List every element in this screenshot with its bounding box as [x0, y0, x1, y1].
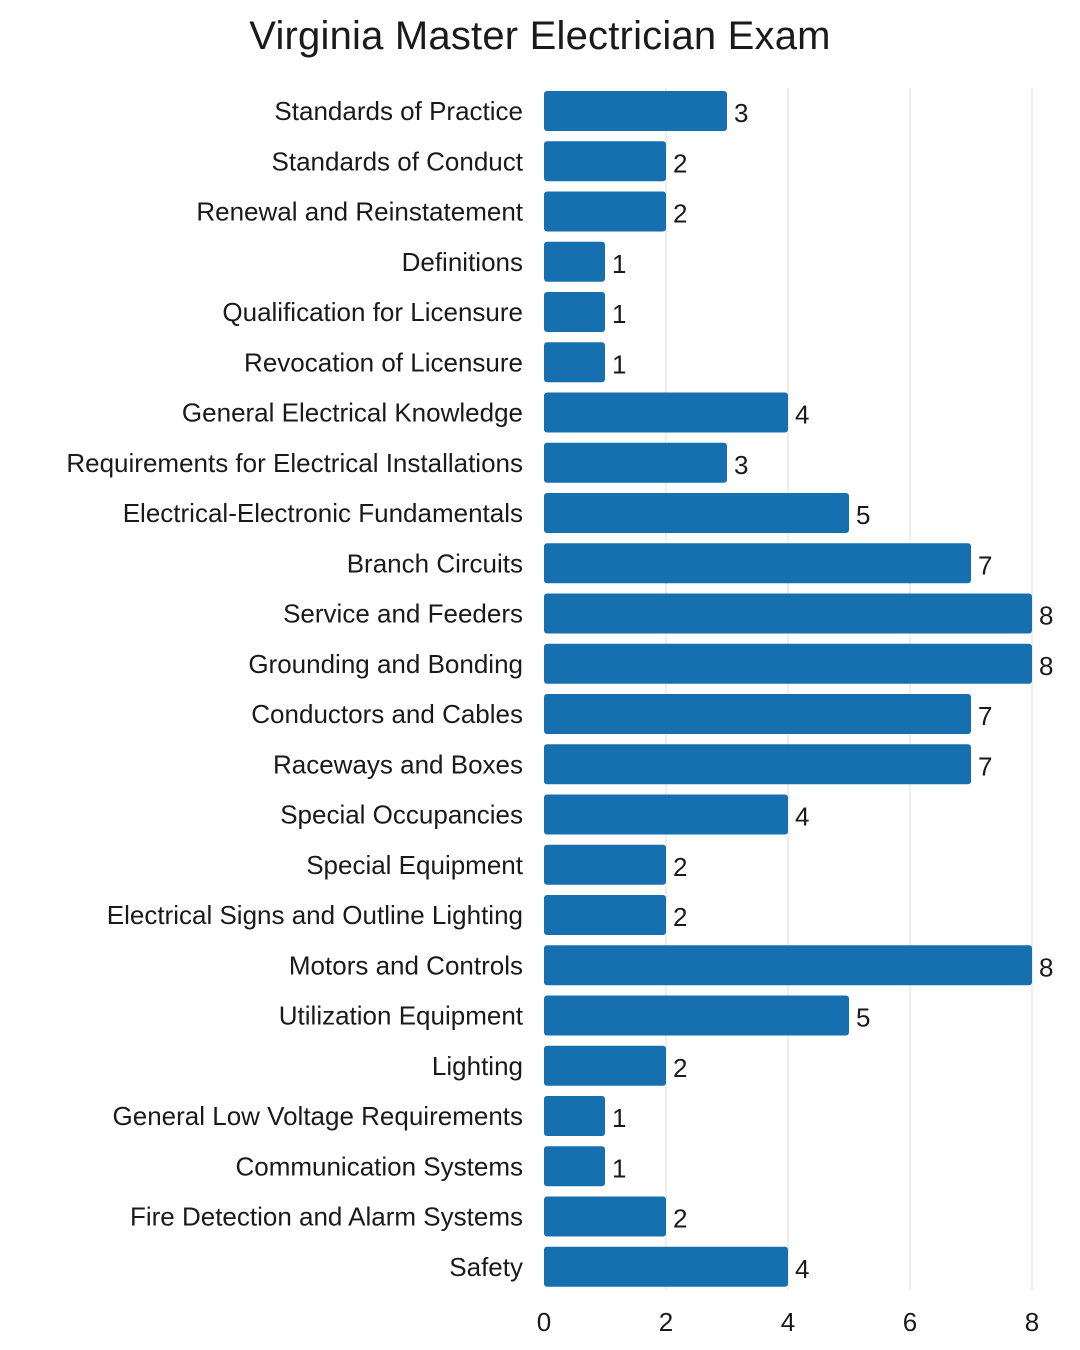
bar [544, 1246, 788, 1287]
category-label: Electrical-Electronic Fundamentals [123, 498, 523, 528]
bar [544, 995, 849, 1036]
value-label: 2 [673, 902, 687, 932]
value-label: 3 [734, 450, 748, 480]
value-label: 7 [978, 751, 992, 781]
category-label: Safety [449, 1252, 523, 1282]
category-label: Grounding and Bonding [248, 649, 523, 679]
value-label: 2 [673, 1204, 687, 1234]
bar [544, 543, 971, 584]
category-label: Renewal and Reinstatement [196, 197, 523, 227]
bar [544, 141, 666, 182]
category-label: Standards of Practice [274, 96, 523, 126]
x-tick-label: 6 [903, 1307, 917, 1337]
category-label: Definitions [402, 247, 523, 277]
category-label: Service and Feeders [283, 599, 523, 629]
value-labels: 3 2 2 1 1 1 4 3 5 7 8 8 7 7 4 2 2 8 5 2 1 1 2 4 [612, 98, 1053, 1284]
value-label: 2 [673, 852, 687, 882]
value-label: 8 [1039, 601, 1053, 631]
value-label: 2 [673, 199, 687, 229]
value-label: 4 [795, 400, 809, 430]
value-label: 1 [612, 299, 626, 329]
value-label: 8 [1039, 952, 1053, 982]
category-label: Fire Detection and Alarm Systems [130, 1202, 523, 1232]
category-label: Branch Circuits [347, 548, 523, 578]
category-label: Conductors and Cables [251, 699, 523, 729]
value-label: 1 [612, 249, 626, 279]
category-label: Communication Systems [235, 1151, 523, 1181]
bar [544, 593, 1032, 634]
bar [544, 493, 849, 533]
category-label: Utilization Equipment [279, 1001, 524, 1031]
bar [544, 292, 605, 332]
value-label: 5 [856, 1003, 870, 1033]
value-label: 8 [1039, 651, 1053, 681]
category-label: Qualification for Licensure [222, 297, 523, 327]
bar [544, 241, 605, 282]
x-tick-label: 4 [781, 1307, 795, 1337]
bar [544, 694, 971, 734]
category-labels: Standards of Practice Standards of Conduc… [66, 96, 523, 1282]
bar [544, 442, 727, 483]
category-label: Special Occupancies [280, 800, 523, 830]
bar [544, 1196, 666, 1237]
x-axis-ticks: 0 2 4 6 8 [537, 1307, 1039, 1337]
bar [544, 945, 1032, 986]
bar [544, 1045, 666, 1086]
category-label: Raceways and Boxes [273, 749, 523, 779]
bar [544, 844, 666, 885]
bar [544, 643, 1032, 684]
value-label: 7 [978, 550, 992, 580]
category-label: Electrical Signs and Outline Lighting [107, 900, 523, 930]
value-label: 1 [612, 349, 626, 379]
bar [544, 1096, 605, 1136]
bars [544, 91, 1032, 1287]
gridlines [665, 88, 1033, 1290]
x-tick-label: 0 [537, 1307, 551, 1337]
bar [544, 1146, 605, 1187]
category-label: General Low Voltage Requirements [113, 1101, 523, 1131]
value-label: 2 [673, 148, 687, 178]
bar [544, 744, 971, 785]
category-label: General Electrical Knowledge [182, 398, 523, 428]
bar [544, 342, 605, 383]
chart-title: Virginia Master Electrician Exam [249, 14, 831, 58]
x-tick-label: 8 [1025, 1307, 1039, 1337]
bar [544, 91, 727, 131]
value-label: 4 [795, 802, 809, 832]
category-label: Requirements for Electrical Installation… [66, 448, 523, 478]
value-label: 4 [795, 1254, 809, 1284]
category-label: Special Equipment [306, 850, 524, 880]
value-label: 1 [612, 1153, 626, 1183]
bar [544, 794, 788, 835]
value-label: 7 [978, 701, 992, 731]
category-label: Lighting [432, 1051, 523, 1081]
value-label: 2 [673, 1053, 687, 1083]
value-label: 3 [734, 98, 748, 128]
category-label: Revocation of Licensure [244, 347, 523, 377]
bar [544, 895, 666, 935]
value-label: 5 [856, 500, 870, 530]
value-label: 1 [612, 1103, 626, 1133]
category-label: Standards of Conduct [272, 146, 524, 176]
category-label: Motors and Controls [289, 950, 523, 980]
bar [544, 191, 666, 232]
bar [544, 392, 788, 433]
x-tick-label: 2 [659, 1307, 673, 1337]
